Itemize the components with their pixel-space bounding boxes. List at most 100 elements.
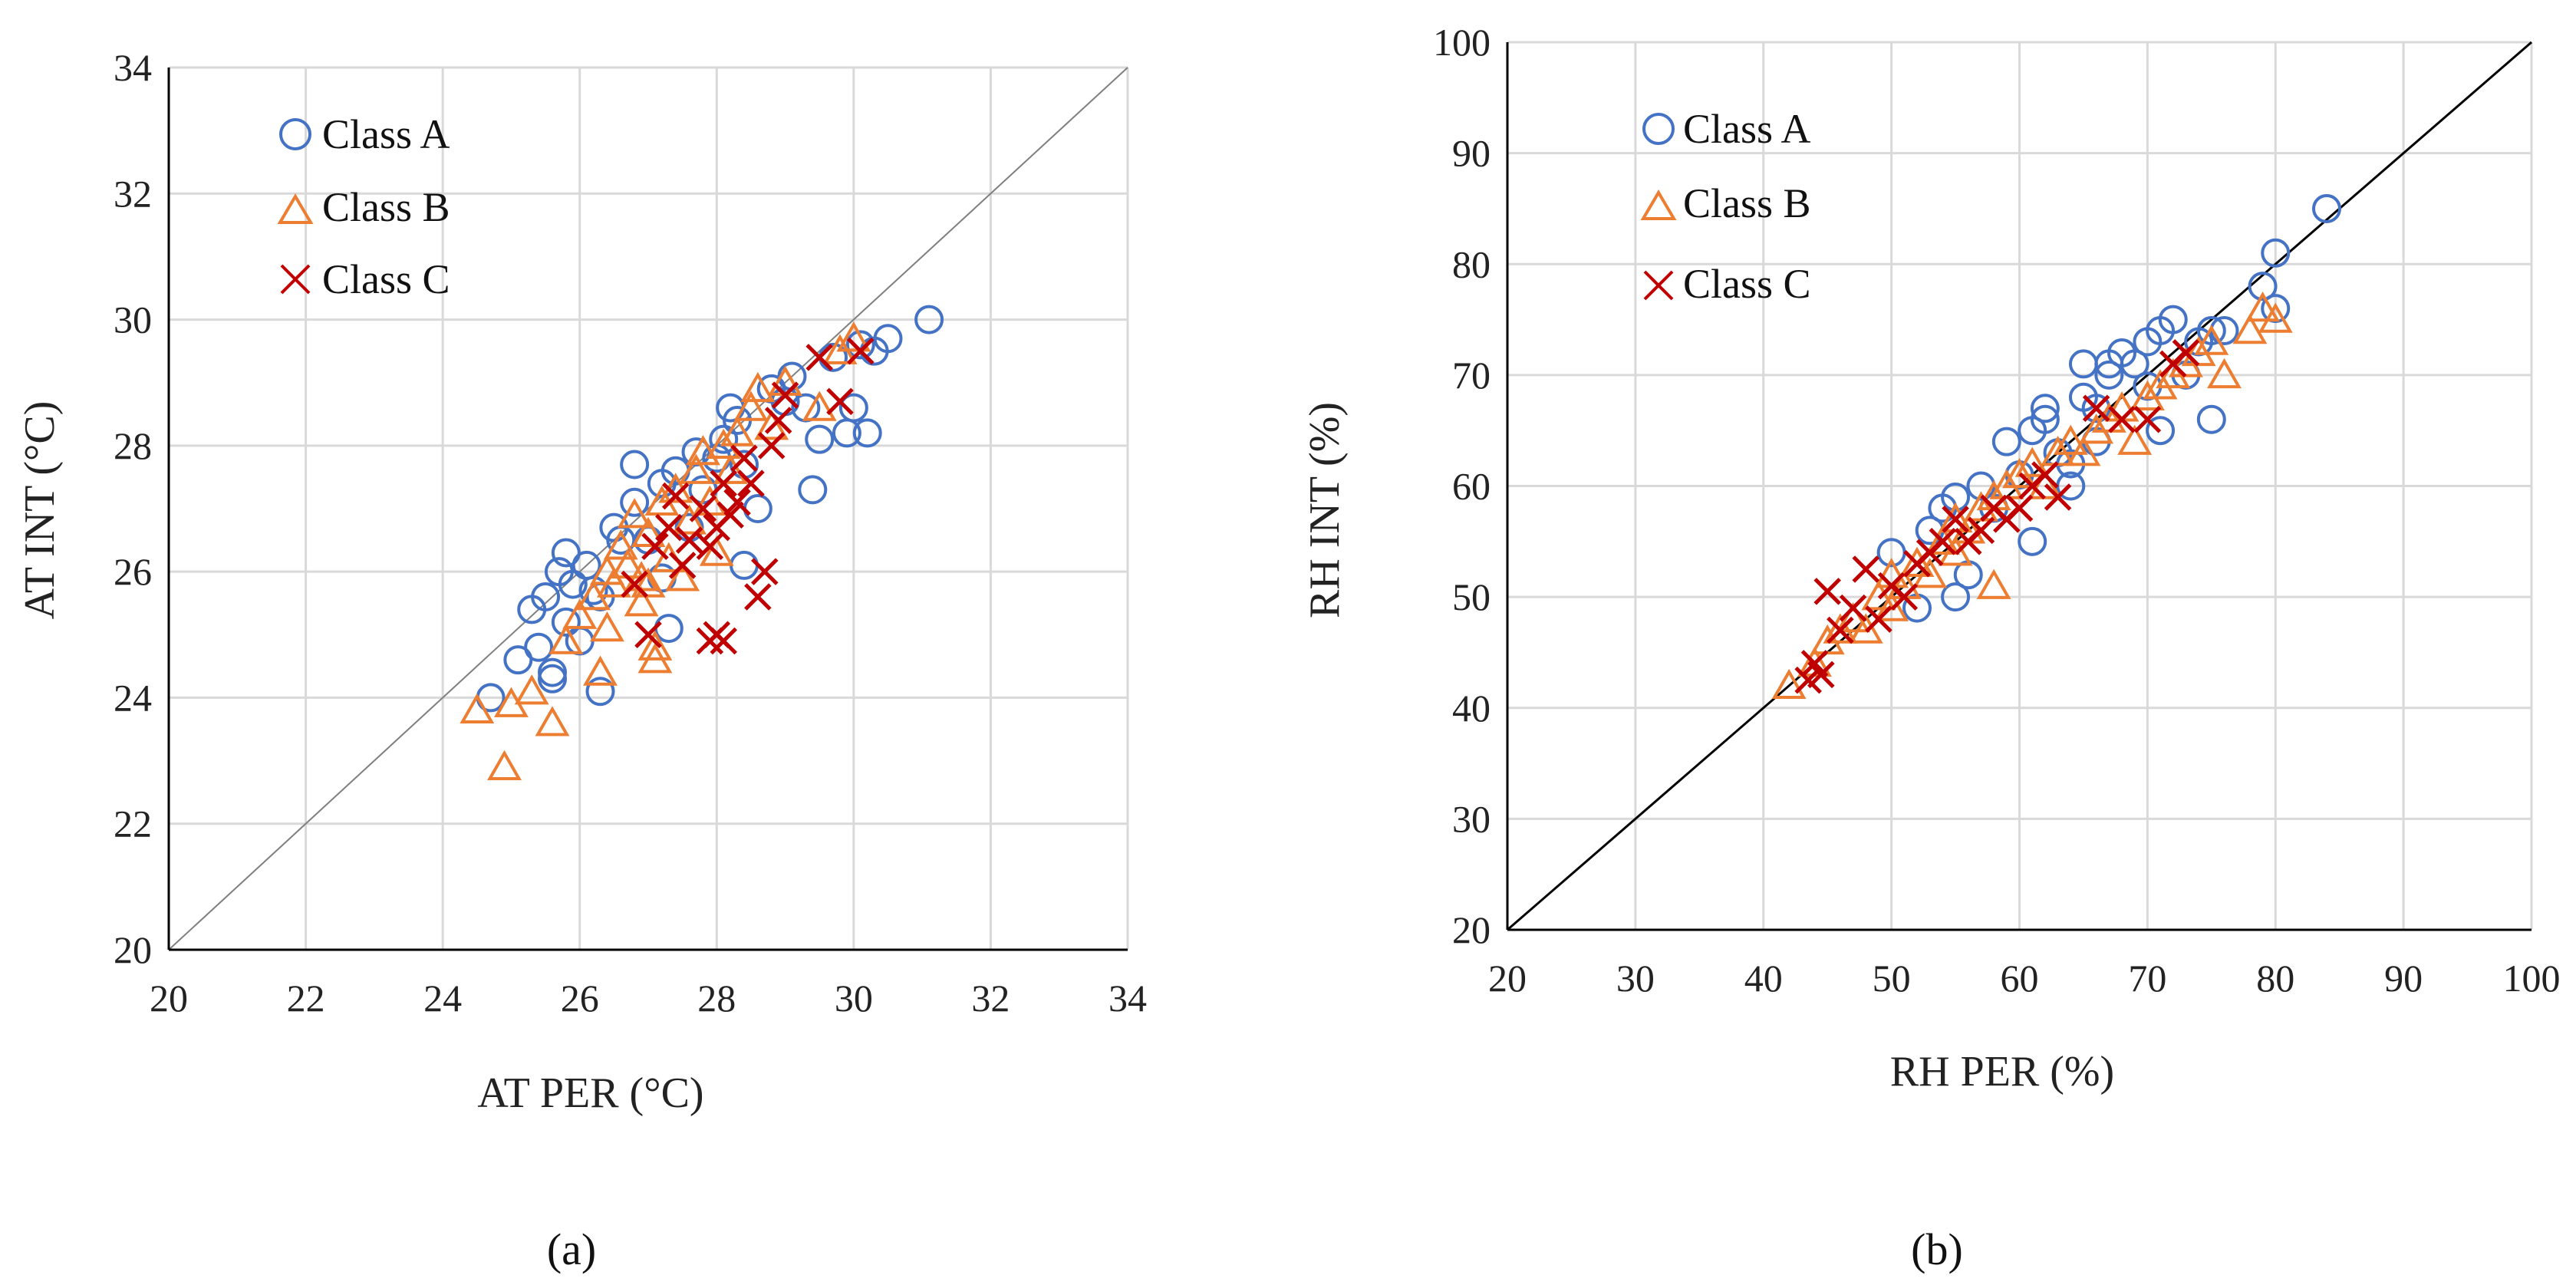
panel-a-point-class-b [802, 390, 837, 421]
panel-a-point-class-c [730, 444, 758, 473]
panel-a-point-class-c [621, 570, 648, 598]
panel-a-point-class-a [743, 494, 772, 523]
panel-b-x-ticks: 20 30 40 50 60 70 80 90 100 [1488, 957, 2561, 1000]
panel-a-legend-class-a-marker [279, 118, 311, 150]
panel-a-point-class-a [620, 450, 650, 479]
panel-b-y-tick-label: 40 [1452, 687, 1491, 730]
panel-b-legend-class-a-marker [1642, 113, 1675, 145]
panel-a-point-class-b [836, 321, 871, 352]
panel-b-point-class-b [1938, 535, 1973, 566]
panel-b-point-class-b [2194, 325, 2229, 355]
panel-a-y-tick-label: 28 [114, 424, 152, 467]
panel-a-x-tick-label: 20 [150, 977, 188, 1020]
panel-b-point-class-c [1813, 578, 1841, 605]
panel-b-point-class-c [2172, 339, 2200, 367]
panel-b-x-tick-label: 80 [2256, 957, 2294, 1000]
panel-a-y-axis-title: AT INT (°C) [16, 401, 64, 620]
panel-a-point-class-b [487, 750, 522, 780]
panel-a-point-class-b [589, 611, 624, 642]
panel-b-point-class-c [2082, 394, 2110, 423]
panel-b-point-class-a [1941, 482, 1971, 512]
panel-a-point-class-b [672, 504, 707, 535]
panel-b-y-tick-label: 90 [1452, 132, 1491, 175]
panel-b-point-class-a [2248, 272, 2278, 301]
panel-a-point-class-a [654, 614, 684, 644]
panel-a-point-class-b [740, 371, 776, 403]
panel-b-point-class-a [2018, 526, 2047, 556]
panel-b-point-class-b [2207, 357, 2242, 389]
panel-a-legend-class-b-marker [277, 193, 314, 224]
panel-b-y-tick-label: 80 [1452, 242, 1491, 285]
panel-a-point-class-a [558, 569, 588, 599]
panel-a-point-class-b [665, 561, 700, 591]
panel-b-plot-frame [1506, 42, 2532, 931]
panel-b-point-class-b [1925, 524, 1960, 555]
panel-a-point-class-a [585, 677, 615, 707]
panel-a-point-class-a [838, 393, 868, 423]
panel-b-x-tick-label: 30 [1616, 957, 1655, 1000]
panel-a-point-class-a [709, 424, 739, 454]
panel-b-point-class-b [2143, 369, 2178, 400]
panel-b-point-class-c [1890, 583, 1919, 611]
panel-a-marks [460, 305, 944, 780]
panel-b-y-tick-label: 100 [1433, 21, 1491, 64]
panel-b-x-tick-label: 20 [1488, 957, 1527, 1000]
panel-b-point-class-b [1848, 613, 1883, 644]
panel-a-label: (a) [547, 1224, 596, 1274]
panel-a-point-class-c [723, 489, 751, 516]
panel-a-point-class-b [754, 410, 789, 440]
panel-a-point-class-c [847, 337, 875, 365]
panel-a-legend-class-b: Class B [322, 184, 450, 230]
panel-a-point-class-c [661, 482, 690, 510]
panel-a-y-tick-label: 26 [114, 550, 152, 593]
panel-a-identity-line-group [168, 67, 1128, 951]
panel-b-point-class-c [1839, 594, 1867, 622]
panel-a-point-class-a [730, 550, 759, 580]
panel-a-point-class-a [914, 305, 944, 334]
panel-a-point-class-b [548, 624, 584, 654]
panel-b-point-class-c [1967, 516, 1995, 545]
panel-b-point-class-b [1874, 591, 1909, 621]
panel-b-y-axis-title: RH INT (%) [1301, 402, 1349, 618]
panel-a-point-class-a [538, 657, 567, 687]
panel-b-legend-class-c: Class C [1683, 261, 1811, 307]
panel-b-legend: Class A Class B Class C [1640, 106, 1811, 307]
panel-b-point-class-b [1861, 580, 1896, 611]
panel-a-point-class-c [751, 558, 779, 585]
panel-b-point-class-c [2108, 405, 2136, 433]
panel-a-point-class-c [689, 495, 717, 522]
panel-a-x-tick-label: 28 [697, 977, 736, 1020]
panel-a-y-tick-label: 22 [114, 802, 152, 845]
panel-a-point-class-b [514, 674, 549, 705]
panel-b-point-class-b [1823, 613, 1858, 644]
panel-a-point-class-c [710, 470, 737, 497]
panel-a-point-class-b [637, 630, 673, 661]
panel-a-plot-frame [167, 68, 1128, 951]
panel-a-point-class-a [578, 575, 608, 605]
panel-b-marks [1771, 193, 2341, 700]
panel-b-y-ticks: 20 30 40 50 60 70 80 90 100 [1433, 21, 1491, 951]
panel-a-point-class-c [744, 583, 772, 611]
panel-b-point-class-c [2005, 494, 2034, 522]
panel-b-point-class-a [2068, 349, 2098, 379]
panel-a-legend-class-c-marker [280, 264, 311, 295]
panel-a-point-class-b [583, 655, 618, 686]
panel-a-point-class-c [710, 627, 737, 655]
panel-a-point-class-c [757, 432, 786, 460]
panel-a-point-class-a [551, 607, 581, 637]
panel-b-point-class-b [2245, 292, 2281, 322]
panel-a-point-class-c [634, 621, 662, 649]
panel-a-x-tick-label: 32 [971, 977, 1010, 1020]
panel-a-x-tick-label: 22 [287, 977, 325, 1020]
panel-a-point-class-c [655, 513, 683, 542]
panel-a-point-class-b [679, 453, 713, 484]
panel-a-x-tick-label: 24 [423, 977, 462, 1020]
panel-b-legend-class-b-marker [1640, 189, 1677, 220]
panel-a-legend: Class A Class B Class C [277, 111, 450, 302]
panel-a-point-class-b [699, 535, 734, 566]
panel-a-y-tick-label: 24 [114, 676, 152, 719]
panel-a-grid [167, 66, 1129, 951]
panel-b-point-class-b [2079, 414, 2114, 444]
panel-a-point-class-a [620, 487, 650, 517]
